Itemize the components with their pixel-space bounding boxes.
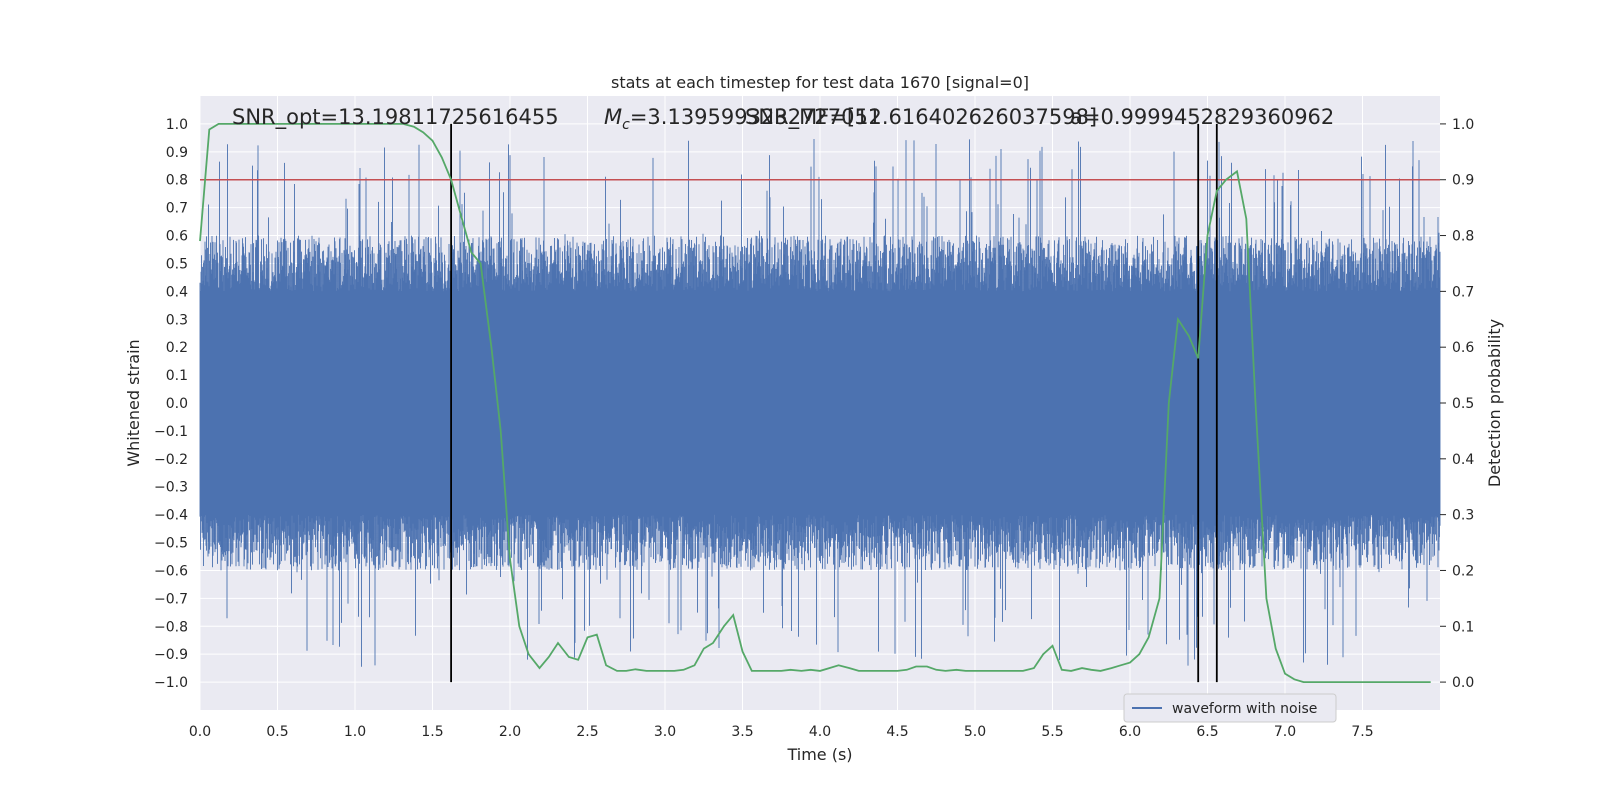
x-tick-label: 5.0	[964, 724, 986, 740]
waveform-series	[199, 139, 1441, 667]
y-right-tick-label: 1.0	[1452, 117, 1474, 133]
y-left-tick-label: 1.0	[166, 117, 188, 133]
y-right-tick-label: 0.0	[1452, 675, 1474, 691]
annotation-mc-subscript: c	[622, 117, 630, 133]
y-left-tick-label: −0.8	[154, 619, 188, 635]
y-right-tick-label: 0.9	[1452, 173, 1474, 189]
y-left-tick-label: −0.5	[154, 536, 188, 552]
probability-series	[199, 123, 1431, 683]
y-axis-left-label: Whitened strain	[124, 339, 143, 466]
y-left-tick-label: 0.7	[166, 201, 188, 217]
y-left-tick-label: 0.5	[166, 256, 188, 272]
y-left-tick-labels: 1.0 0.9 0.8 0.7 0.6 0.5 0.4 0.3 0.2 0.1 0.0 −0.1 −0.…	[154, 117, 188, 691]
y-left-tick-label: −0.1	[154, 424, 188, 440]
x-axis-label: Time (s)	[786, 745, 852, 764]
chart-title: stats at each timestep for test data 167…	[611, 73, 1029, 92]
x-tick-label: 2.0	[499, 724, 521, 740]
annotation-mc-symbol: M	[604, 105, 622, 129]
x-tick-label: 1.5	[421, 724, 443, 740]
x-tick-label: 4.5	[886, 724, 908, 740]
y-left-tick-label: 0.8	[166, 173, 188, 189]
y-left-tick-label: −1.0	[154, 675, 188, 691]
x-tick-label: 0.5	[266, 724, 288, 740]
legend-box	[1123, 693, 1337, 723]
x-tick-label: 0.0	[189, 724, 211, 740]
y-left-tick-label: 0.1	[166, 368, 188, 384]
x-tick-label: 7.5	[1351, 724, 1373, 740]
y-left-tick-label: 0.3	[166, 312, 188, 328]
x-tick-label: 5.5	[1041, 724, 1063, 740]
y-left-tick-label: 0.2	[166, 340, 188, 356]
y-right-tick-label: 0.6	[1452, 340, 1474, 356]
y-left-tick-label: −0.6	[154, 563, 188, 579]
y-left-tick-label: −0.4	[154, 508, 188, 524]
y-right-tick-label: 0.2	[1452, 563, 1474, 579]
y-right-tick-label: 0.4	[1452, 452, 1474, 468]
y-left-tick-label: −0.7	[154, 591, 188, 607]
x-tick-label: 3.0	[654, 724, 676, 740]
y-right-tick-labels: 1.0 0.9 0.8 0.7 0.6 0.5 0.4 0.3 0.2 0.1 0.0	[1440, 117, 1474, 691]
annotation-snr-mf: SNR_MF=[12.616402626037598]	[745, 105, 1097, 130]
vertical-lines	[450, 123, 1218, 683]
x-tick-label: 6.5	[1196, 724, 1218, 740]
x-tick-label: 6.0	[1119, 724, 1141, 740]
annotation-a: a=0.9999452829360962	[1070, 105, 1334, 129]
x-tick-label: 1.0	[344, 724, 366, 740]
x-tick-label: 7.0	[1274, 724, 1296, 740]
x-tick-label: 4.0	[809, 724, 831, 740]
annotation-mc-value: =3.1395993232727051	[630, 105, 881, 129]
x-tick-labels: 0.0 0.5 1.0 1.5 2.0 2.5 3.0 3.5 4.0 4.5 5.0 5.5 6.0 6…	[189, 724, 1374, 740]
y-right-tick-label: 0.5	[1452, 396, 1474, 412]
legend: waveform with noise	[1123, 693, 1337, 723]
y-left-tick-label: −0.3	[154, 480, 188, 496]
y-right-tick-label: 0.1	[1452, 619, 1474, 635]
legend-label: waveform with noise	[1172, 701, 1317, 717]
x-tick-label: 3.5	[731, 724, 753, 740]
y-left-tick-label: −0.2	[154, 452, 188, 468]
waveform-core	[200, 291, 1440, 515]
y-left-tick-label: 0.9	[166, 145, 188, 161]
y-left-tick-label: 0.4	[166, 284, 188, 300]
y-right-tick-label: 0.3	[1452, 508, 1474, 524]
annotation-snr-opt: SNR_opt=13.19811725616455	[232, 105, 559, 130]
y-right-tick-label: 0.8	[1452, 229, 1474, 245]
x-tick-label: 2.5	[576, 724, 598, 740]
y-right-tick-label: 0.7	[1452, 284, 1474, 300]
y-left-tick-label: 0.6	[166, 229, 188, 245]
y-left-tick-label: 0.0	[166, 396, 188, 412]
y-axis-right-label: Detection probability	[1485, 319, 1504, 487]
annotation-mc: Mc=3.1395993232727051	[604, 105, 881, 133]
y-left-tick-label: −0.9	[154, 647, 188, 663]
